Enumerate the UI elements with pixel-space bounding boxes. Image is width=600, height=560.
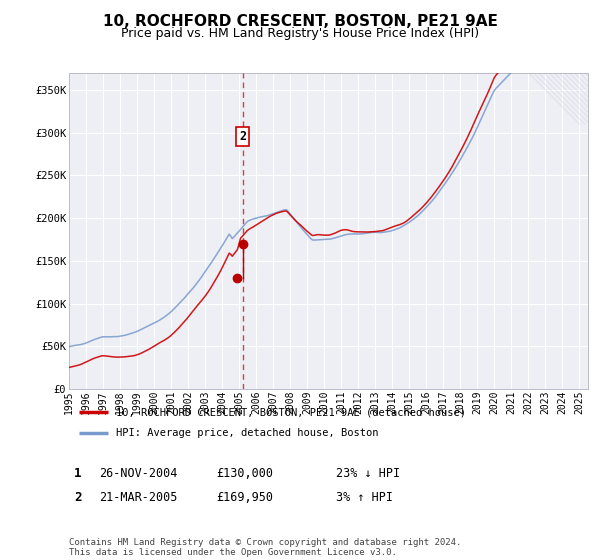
Text: 3% ↑ HPI: 3% ↑ HPI [336, 491, 393, 504]
Text: Price paid vs. HM Land Registry's House Price Index (HPI): Price paid vs. HM Land Registry's House … [121, 27, 479, 40]
Text: 10, ROCHFORD CRESCENT, BOSTON, PE21 9AE: 10, ROCHFORD CRESCENT, BOSTON, PE21 9AE [103, 14, 497, 29]
Text: 26-NOV-2004: 26-NOV-2004 [99, 466, 178, 480]
Text: 2: 2 [239, 130, 247, 143]
Text: 1: 1 [74, 466, 82, 480]
Text: £169,950: £169,950 [216, 491, 273, 504]
Text: Contains HM Land Registry data © Crown copyright and database right 2024.
This d: Contains HM Land Registry data © Crown c… [69, 538, 461, 557]
Text: 10, ROCHFORD CRESCENT, BOSTON, PE21 9AE (detached house): 10, ROCHFORD CRESCENT, BOSTON, PE21 9AE … [116, 407, 466, 417]
Text: 2: 2 [74, 491, 82, 504]
Text: £130,000: £130,000 [216, 466, 273, 480]
Text: 23% ↓ HPI: 23% ↓ HPI [336, 466, 400, 480]
Text: HPI: Average price, detached house, Boston: HPI: Average price, detached house, Bost… [116, 428, 378, 438]
Text: 21-MAR-2005: 21-MAR-2005 [99, 491, 178, 504]
